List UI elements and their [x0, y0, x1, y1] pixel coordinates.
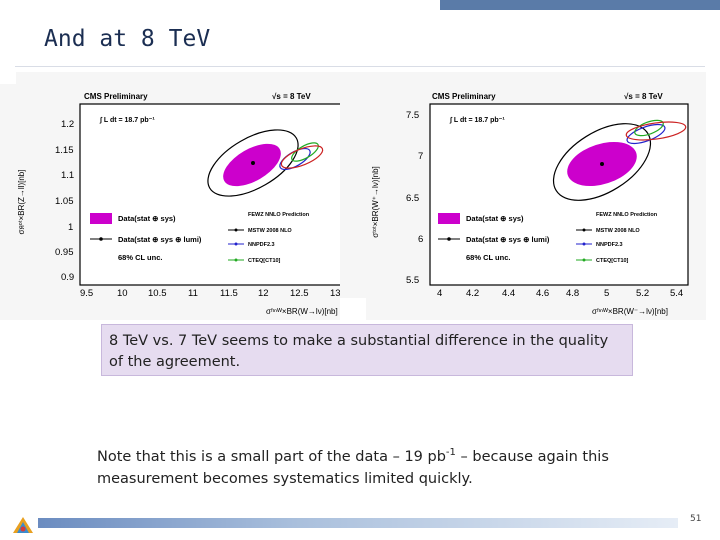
legend-mstw-marker [582, 228, 586, 232]
plot-z-vs-w: CMS Preliminary √s = 8 TeV ∫ L dt = 18.7… [0, 84, 347, 320]
data-lumi-ellipse [552, 123, 652, 201]
legend-data-box-label: Data(stat ⊕ sys) [118, 214, 176, 223]
legend-data-box-swatch [438, 213, 460, 224]
plot-frame [79, 103, 347, 286]
data-central-point [600, 162, 604, 166]
x-tick-label: 5.4 [670, 288, 683, 299]
x-tick-label: 11.5 [220, 288, 238, 299]
x-tick-label: 12 [258, 288, 269, 299]
page-number: 51 [690, 514, 702, 524]
x-tick-label: 10 [117, 288, 128, 299]
cteq-ellipse [634, 119, 664, 137]
plot-lumi-label: ∫ L dt = 18.7 pb⁻¹ [449, 117, 505, 124]
y-tick-label: 7.5 [406, 110, 419, 121]
x-tick-label: 9.5 [80, 288, 93, 299]
plot-wplus-vs-wminus-figure: CMS Preliminary √s = 8 TeV ∫ L dt = 18.7… [366, 84, 706, 320]
x-tick-label: 5.2 [636, 288, 649, 299]
legend-nnpdf-marker [582, 242, 586, 246]
legend-mstw-marker [234, 228, 238, 232]
x-tick-label: 13 [330, 288, 340, 299]
legend-cl-label: 68% CL unc. [118, 253, 162, 262]
callout-text: 8 TeV vs. 7 TeV seems to make a substant… [109, 333, 609, 370]
plot-header-left: CMS Preliminary [432, 92, 496, 101]
plot-header-left: CMS Preliminary [84, 92, 148, 101]
plot-y-axis-label: σᵗᵒᵗ×BR(W⁺→lν)[nb] [371, 166, 380, 237]
plot-lumi-label: ∫ L dt = 18.7 pb⁻¹ [99, 117, 155, 124]
legend-cteq-marker [234, 258, 238, 262]
legend-prediction-title: FEWZ NNLO Prediction [596, 212, 658, 218]
note-text-end: – because again this measurement becomes… [97, 448, 609, 487]
nnpdf-ellipse [626, 123, 666, 145]
plot-header-right: √s = 8 TeV [624, 92, 663, 101]
y-tick-label: 1.2 [61, 119, 74, 130]
x-tick-label: 4.8 [566, 288, 579, 299]
y-tick-label: 1.15 [55, 145, 74, 156]
logo-dot-shape [20, 526, 26, 532]
y-tick-label: 1.1 [61, 170, 74, 181]
logo-icon [13, 517, 33, 533]
legend-nnpdf-label: NNPDF2.3 [596, 242, 623, 248]
x-tick-label: 12.5 [290, 288, 309, 299]
legend-data-lumi-label: Data(stat ⊕ sys ⊕ lumi) [118, 235, 202, 244]
note-text-start: Note that this is a small part of the da… [97, 448, 446, 465]
plot-header-right: √s = 8 TeV [272, 92, 311, 101]
note-superscript: -1 [445, 447, 456, 458]
legend-nnpdf-marker [234, 242, 238, 246]
slide-title: And at 8 TeV [44, 26, 211, 52]
y-tick-label: 0.9 [61, 272, 74, 283]
x-tick-label: 11 [188, 288, 198, 299]
x-tick-label: 4 [437, 288, 442, 299]
x-tick-label: 5 [604, 288, 609, 299]
data-stat-sys-ellipse [223, 143, 281, 187]
legend-cteq-label: CTEQ[CT10] [248, 258, 281, 264]
legend-data-lumi-marker [447, 237, 451, 241]
legend-nnpdf-label: NNPDF2.3 [248, 242, 275, 248]
plot-x-axis-label: σᶠᶦⁿᵂ×BR(W→lν)[nb] [266, 307, 338, 316]
header-accent-bar [440, 0, 720, 10]
plot-z-vs-w-figure: CMS Preliminary √s = 8 TeV ∫ L dt = 18.7… [0, 84, 347, 320]
red-prediction-ellipse [280, 145, 324, 169]
footer-bar [38, 518, 678, 528]
title-divider [15, 66, 705, 67]
legend-cteq-label: CTEQ[CT10] [596, 258, 629, 264]
plot-wplus-vs-wminus: CMS Preliminary √s = 8 TeV ∫ L dt = 18.7… [366, 84, 706, 320]
x-tick-label: 4.2 [466, 288, 479, 299]
x-tick-label: 4.6 [536, 288, 549, 299]
red-prediction-ellipse [625, 121, 687, 141]
y-tick-label: 6 [418, 234, 423, 245]
data-central-point [251, 161, 255, 165]
plot-x-axis-label: σᶠᶦⁿᵂ×BR(W⁻→lν)[nb] [592, 307, 668, 316]
y-tick-label: 1.05 [55, 196, 74, 207]
legend-data-box-swatch [90, 213, 112, 224]
data-lumi-ellipse [207, 129, 299, 197]
note-paragraph: Note that this is a small part of the da… [97, 442, 657, 490]
legend-mstw-label: MSTW 2008 NLO [596, 228, 640, 234]
x-tick-label: 4.4 [502, 288, 515, 299]
legend-mstw-label: MSTW 2008 NLO [248, 228, 292, 234]
callout-box: 8 TeV vs. 7 TeV seems to make a substant… [101, 324, 633, 376]
y-tick-label: 5.5 [406, 275, 419, 286]
legend-cl-label: 68% CL unc. [466, 253, 510, 262]
y-tick-label: 1 [68, 222, 73, 233]
legend-data-lumi-label: Data(stat ⊕ sys ⊕ lumi) [466, 235, 550, 244]
cteq-ellipse [291, 142, 319, 162]
y-tick-label: 7 [418, 151, 423, 162]
y-tick-label: 0.95 [55, 247, 74, 258]
legend-prediction-title: FEWZ NNLO Prediction [248, 212, 310, 218]
legend-data-box-label: Data(stat ⊕ sys) [466, 214, 524, 223]
y-tick-label: 6.5 [406, 193, 419, 204]
x-tick-label: 10.5 [148, 288, 167, 299]
plot-y-axis-label: σᴙᵒᵗ×BR(Z→ll)[nb] [17, 170, 26, 235]
legend-data-lumi-marker [99, 237, 103, 241]
legend-cteq-marker [582, 258, 586, 262]
